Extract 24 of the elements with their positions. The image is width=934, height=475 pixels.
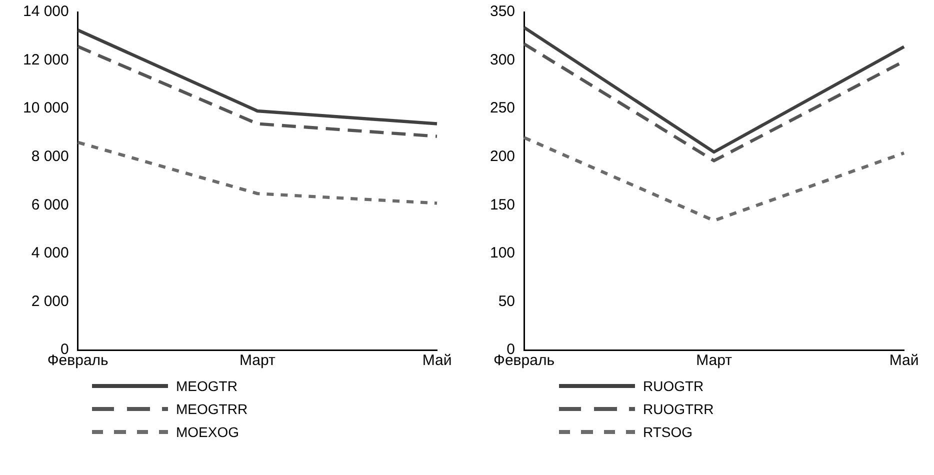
y-tick-label: 8 000 xyxy=(31,148,69,165)
y-tick-label: 200 xyxy=(490,148,516,165)
y-tick-label: 100 xyxy=(490,244,516,262)
legend-label: RUOGTR xyxy=(643,378,704,394)
legend-label: MOEXOG xyxy=(176,424,240,440)
x-tick-label: Май xyxy=(889,352,919,370)
y-tick-label: 350 xyxy=(490,3,516,20)
y-tick-label: 6 000 xyxy=(31,196,69,214)
x-tick-label: Май xyxy=(422,352,452,370)
y-tick-label: 10 000 xyxy=(22,100,69,117)
legend-label: MEOGTRR xyxy=(176,400,248,416)
y-tick-label: 300 xyxy=(490,51,516,68)
y-tick-label: 2 000 xyxy=(31,292,69,310)
x-tick-label: Март xyxy=(239,352,276,370)
y-tick-label: 12 000 xyxy=(22,51,69,68)
y-tick-label: 50 xyxy=(498,292,516,310)
y-tick-label: 14 000 xyxy=(22,3,69,20)
legend-label: RTSOG xyxy=(643,424,693,440)
y-tick-label: 4 000 xyxy=(31,244,69,262)
legend-label: RUOGTRR xyxy=(643,400,714,416)
legend-label: MEOGTR xyxy=(176,378,238,394)
y-tick-label: 150 xyxy=(490,196,516,214)
x-tick-label: Март xyxy=(696,352,732,370)
y-tick-label: 250 xyxy=(490,100,516,117)
